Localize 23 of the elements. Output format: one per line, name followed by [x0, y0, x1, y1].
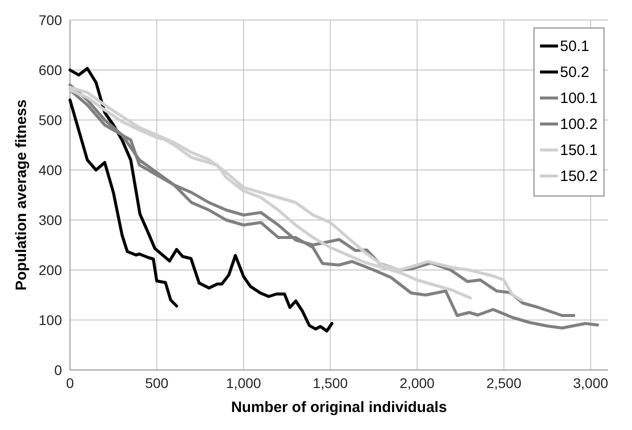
legend-label: 100.2: [560, 116, 598, 133]
x-axis-title: Number of original individuals: [231, 399, 447, 416]
x-tick-label: 3,000: [573, 375, 608, 391]
y-axis-title: Population average fitness: [13, 100, 30, 290]
x-tick-label: 2,500: [486, 375, 522, 391]
y-tick-label: 600: [38, 62, 62, 78]
y-tick-label: 700: [38, 12, 62, 28]
x-tick-label: 1,000: [226, 375, 262, 391]
legend-label: 50.2: [560, 64, 590, 81]
legend-label: 100.1: [560, 90, 598, 107]
x-tick-label: 2,000: [400, 375, 435, 391]
x-tick-label: 0: [66, 375, 74, 391]
y-tick-label: 400: [38, 162, 62, 178]
legend-label: 150.2: [560, 168, 598, 185]
y-tick-label: 0: [54, 362, 62, 378]
y-tick-label: 100: [38, 312, 62, 328]
x-tick-label: 1,500: [312, 375, 348, 391]
y-tick-label: 300: [38, 212, 62, 228]
x-tick-label: 500: [145, 375, 169, 391]
y-tick-label: 500: [38, 112, 62, 128]
legend-label: 50.1: [560, 38, 590, 55]
legend-label: 150.1: [560, 142, 598, 159]
y-tick-label: 200: [38, 262, 62, 278]
